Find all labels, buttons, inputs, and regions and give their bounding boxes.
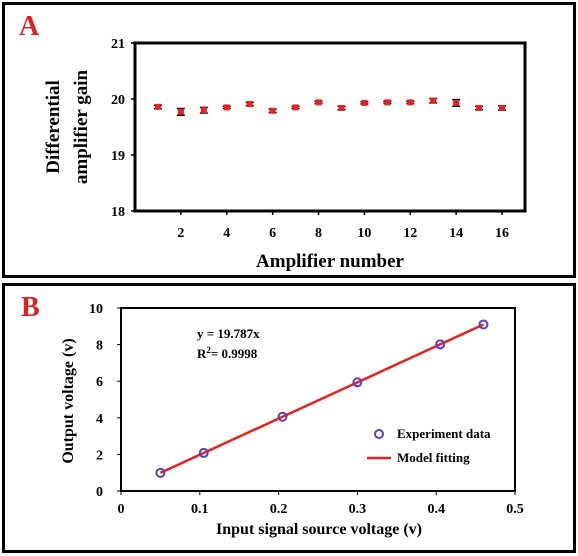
x-tick-label-a: 2 (177, 226, 184, 241)
x-tick-label-b: 0.2 (270, 502, 288, 517)
equation-label: y = 19.787x (197, 326, 260, 341)
x-tick-label-a: 14 (449, 226, 463, 241)
plot-frame-b (120, 307, 516, 492)
x-tick-label-a: 16 (495, 226, 509, 241)
data-point (338, 104, 345, 111)
r-squared-label: R2= 0.9998 (197, 345, 258, 361)
legend-marker-experiment (374, 429, 384, 439)
data-point (292, 104, 299, 111)
data-point (246, 101, 253, 108)
x-axis-title-a: Amplifier number (256, 251, 405, 272)
data-point (453, 99, 460, 106)
y-tick-label-b: 4 (96, 412, 103, 427)
data-point (435, 339, 446, 350)
legend-label-experiment: Experiment data (397, 426, 491, 441)
data-point (407, 99, 414, 106)
data-point (384, 99, 391, 106)
panel-a-label: A (19, 11, 40, 42)
chart-b: 0 2 4 6 8 10 0 0.1 0.2 0.3 0.4 0.5 y = 19.787x R2= 0.… (60, 302, 524, 538)
x-tick-label-b: 0.4 (427, 502, 445, 517)
data-point (476, 104, 483, 111)
y-tick-label-a: 21 (111, 37, 125, 52)
data-point (361, 99, 368, 106)
data-point (352, 377, 363, 388)
x-tick-label-a: 4 (223, 226, 230, 241)
fit-line (159, 323, 485, 475)
y-tick-label-b: 0 (96, 485, 103, 500)
x-tick-label-b: 0.1 (191, 502, 209, 517)
chart-a: 18 19 20 21 2 4 6 8 10 12 14 16 Amplifier number Diff… (43, 37, 527, 272)
y-tick-label-b: 10 (89, 302, 103, 317)
x-tick-label-a: 10 (357, 226, 371, 241)
data-point (223, 104, 230, 111)
x-tick-label-b: 0 (118, 502, 125, 517)
data-point (200, 107, 207, 114)
data-point (154, 103, 161, 110)
data-point (177, 108, 184, 115)
x-tick-label-a: 12 (403, 226, 417, 241)
panel-b-label: B (21, 292, 40, 323)
y-tick-label-b: 8 (96, 339, 103, 354)
x-tick-label-b: 0.3 (349, 502, 367, 517)
panel-a: A 18 19 20 21 2 4 6 8 10 12 14 16 Amplifier number Di… (2, 2, 576, 278)
data-point (478, 319, 489, 330)
y-axis-title-b: Output voltage (v) (60, 338, 77, 463)
data-point (198, 447, 209, 458)
x-axis-title-b: Input signal source voltage (v) (216, 521, 422, 538)
data-point (277, 411, 288, 422)
y-tick-label-a: 18 (111, 205, 125, 220)
y-axis-title-a-line2: amplifier gain (71, 69, 92, 184)
plot-frame-a (133, 41, 527, 213)
y-tick-label-b: 6 (96, 375, 103, 390)
panel-b: B 0 2 4 6 8 10 0 0.1 0.2 0.3 0.4 0.5 y = 19.787x R2= … (2, 283, 576, 553)
y-tick-label-b: 2 (96, 448, 103, 463)
data-point (269, 107, 276, 114)
legend-label-fit: Model fitting (397, 450, 470, 465)
y-axis-title-a-line1: Differential (43, 80, 64, 174)
y-tick-label-a: 19 (111, 149, 125, 164)
data-point (430, 97, 437, 104)
x-tick-label-a: 6 (269, 226, 276, 241)
x-tick-label-b: 0.5 (506, 502, 524, 517)
x-tick-label-a: 8 (315, 226, 322, 241)
data-point (499, 104, 506, 111)
data-point (315, 99, 322, 106)
data-point (155, 467, 166, 478)
y-tick-label-a: 20 (111, 93, 125, 108)
